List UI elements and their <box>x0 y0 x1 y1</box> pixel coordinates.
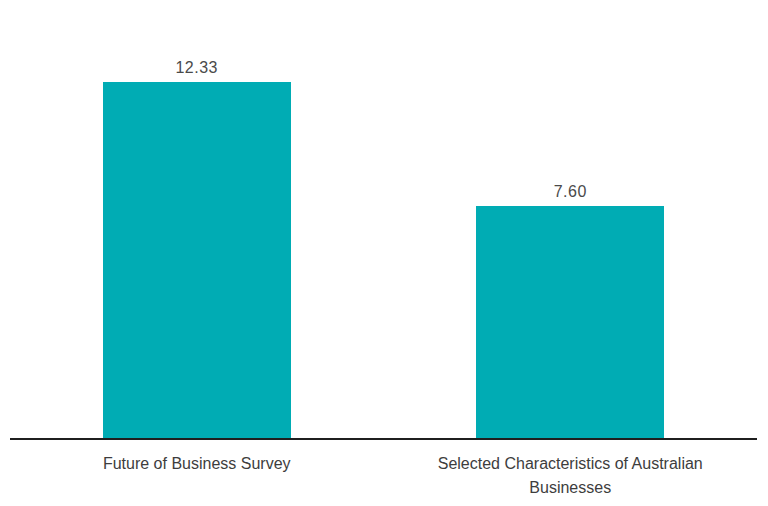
x-axis-line <box>10 438 757 440</box>
bar-value-label: 12.33 <box>175 60 218 76</box>
bar-group-selected-characteristics: 7.60 <box>384 60 758 440</box>
x-axis-labels: Future of Business Survey Selected Chara… <box>10 452 757 500</box>
x-axis-label-text: Future of Business Survey <box>103 452 291 476</box>
bar-selected-characteristics <box>476 206 664 440</box>
x-axis-label-future-of-business-survey: Future of Business Survey <box>10 452 384 500</box>
bar-group-future-of-business-survey: 12.33 <box>10 60 384 440</box>
plot-area: 12.33 7.60 <box>10 60 757 440</box>
bar-future-of-business-survey <box>103 82 291 440</box>
bar-chart: 12.33 7.60 Future of Business Survey Sel… <box>0 0 768 506</box>
x-axis-label-text: Selected Characteristics of Australian B… <box>405 452 735 500</box>
x-axis-label-selected-characteristics: Selected Characteristics of Australian B… <box>384 452 758 500</box>
bar-value-label: 7.60 <box>554 184 587 200</box>
